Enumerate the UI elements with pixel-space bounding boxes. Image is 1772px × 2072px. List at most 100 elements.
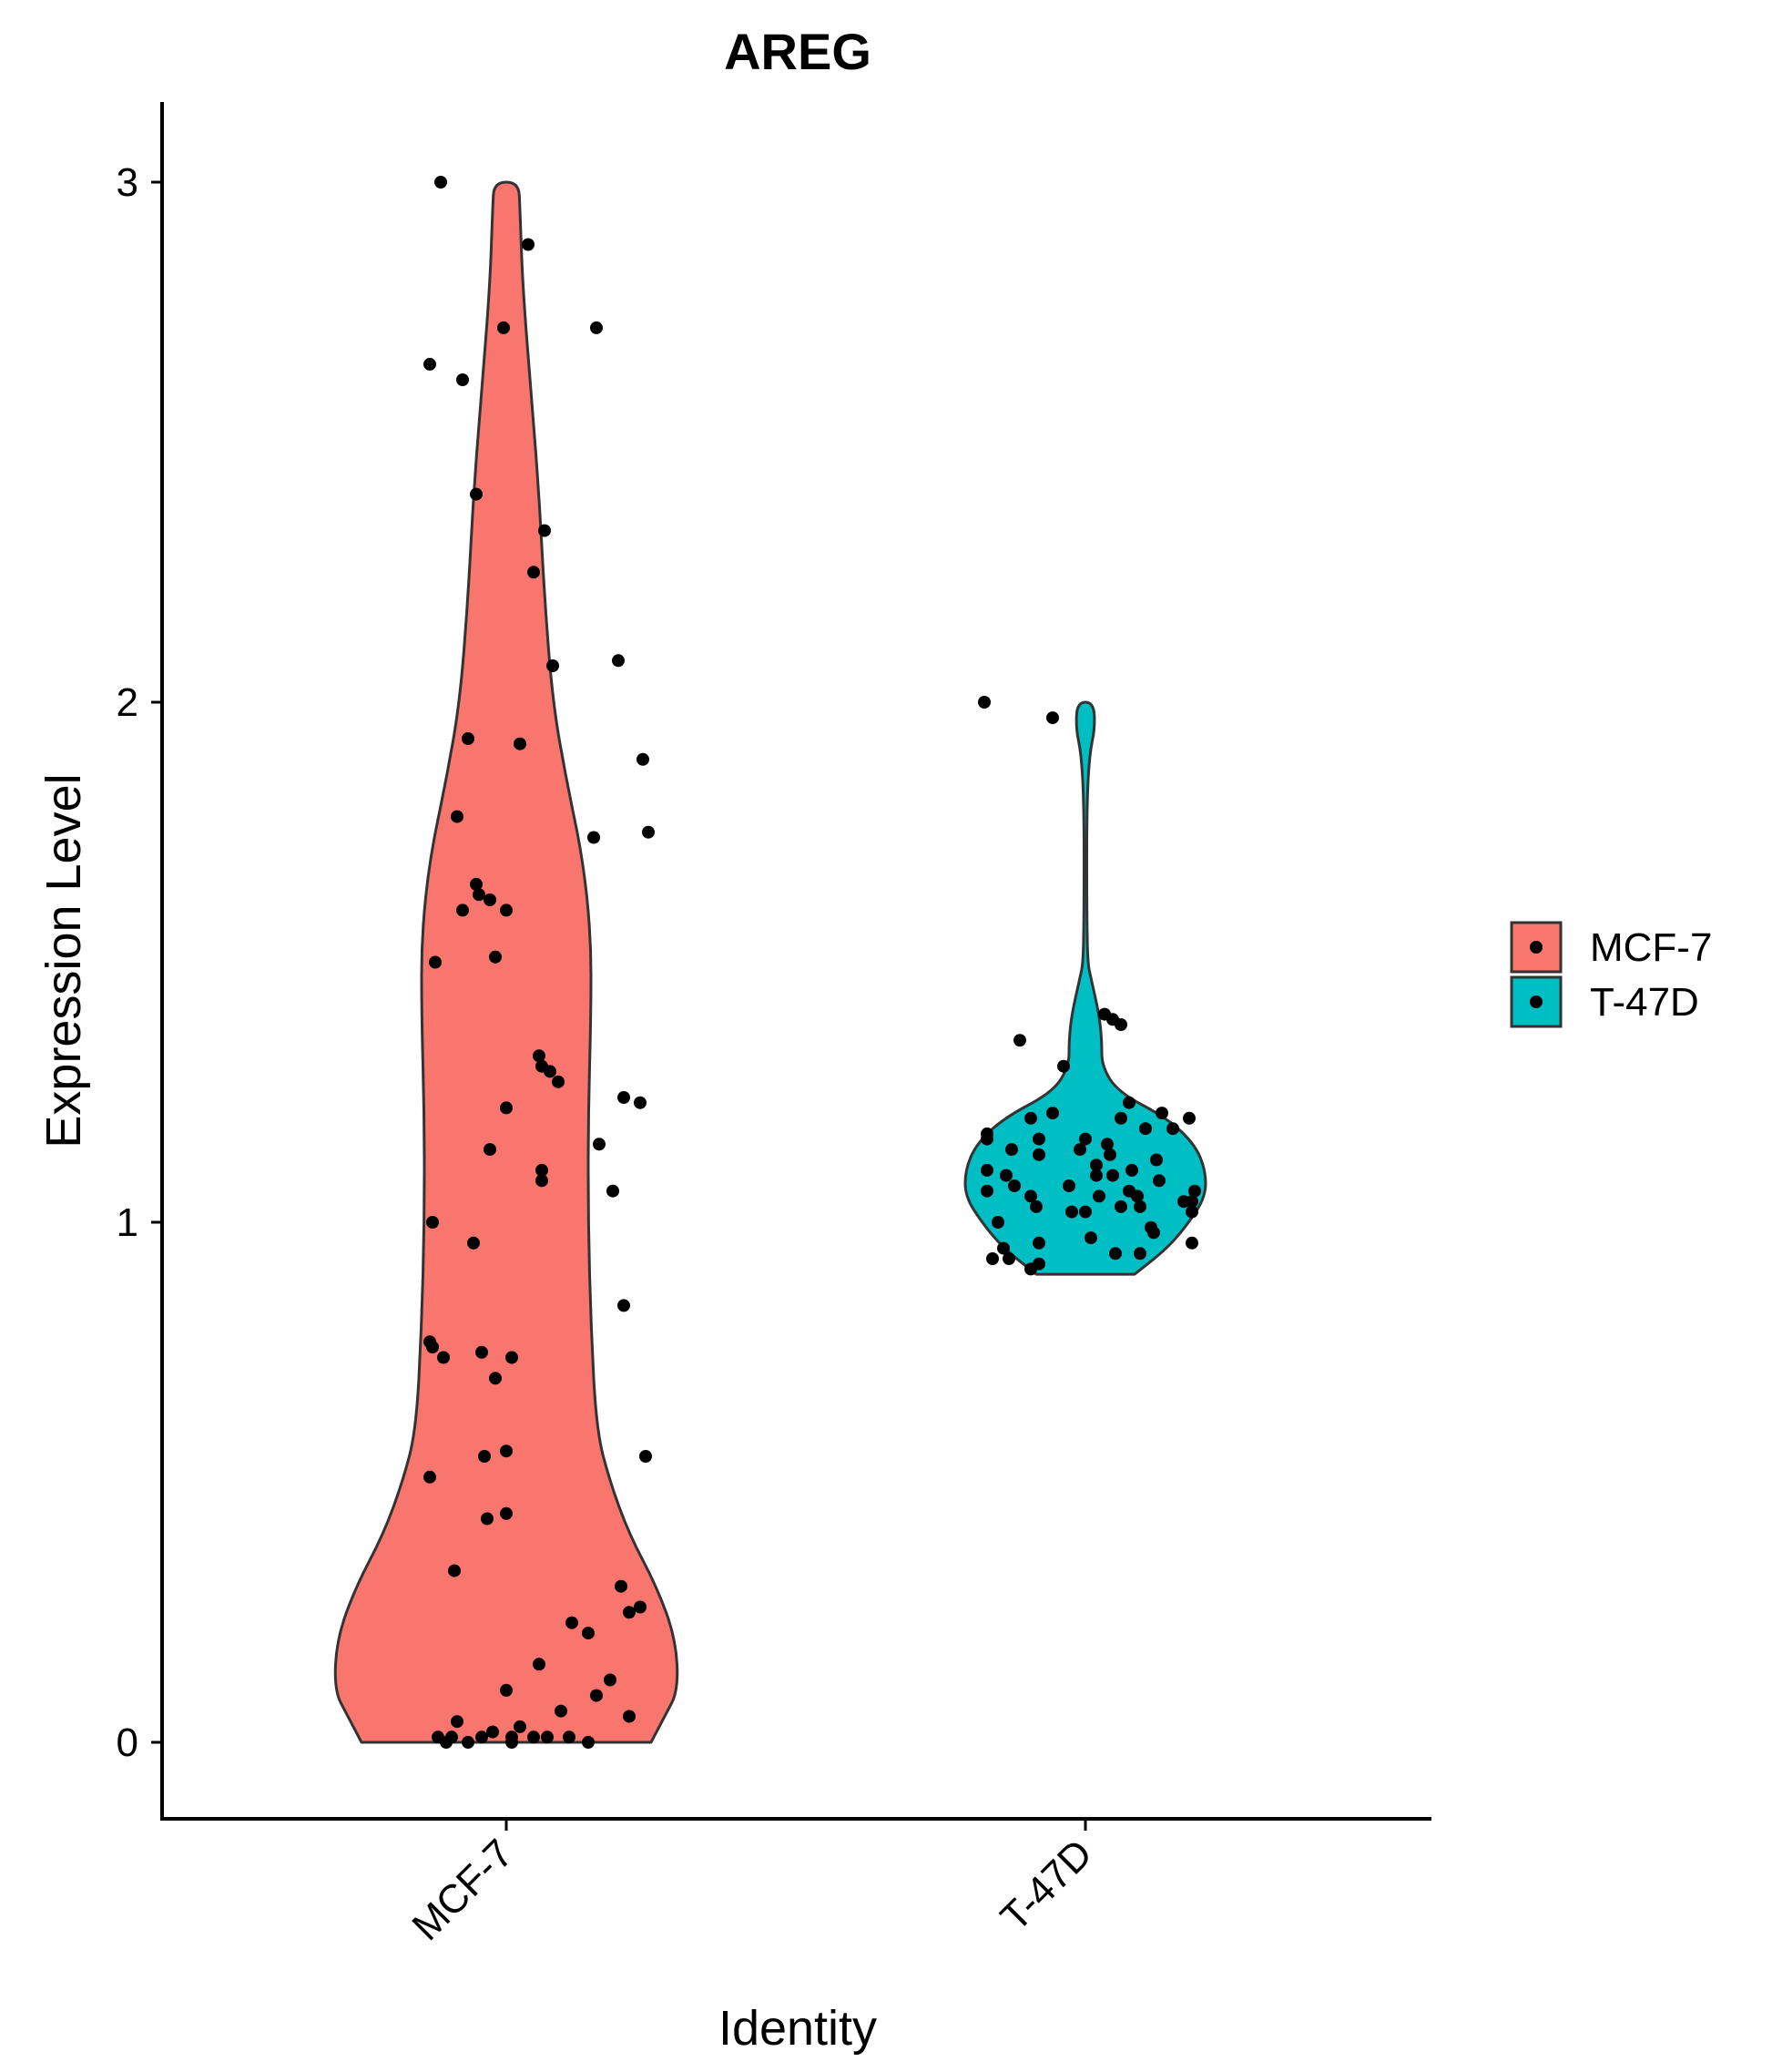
- data-point: [636, 752, 649, 766]
- data-point: [1046, 711, 1059, 725]
- data-point: [486, 1725, 499, 1739]
- data-point: [1033, 1236, 1045, 1250]
- data-point: [500, 1101, 513, 1115]
- data-point: [986, 1252, 999, 1265]
- data-point: [1090, 1158, 1103, 1172]
- data-point: [1063, 1179, 1075, 1192]
- data-point: [1123, 1096, 1136, 1109]
- data-point: [565, 1616, 578, 1629]
- data-point: [582, 1736, 595, 1749]
- data-point: [1115, 1111, 1127, 1125]
- data-point: [1186, 1236, 1198, 1250]
- data-point: [533, 1658, 545, 1671]
- data-point: [423, 1470, 436, 1484]
- data-point: [642, 825, 655, 839]
- data-point: [500, 1444, 513, 1458]
- data-point: [555, 1704, 567, 1718]
- data-point: [484, 893, 496, 906]
- data-point: [432, 1730, 444, 1744]
- data-point: [1079, 1205, 1092, 1219]
- y-axis-title: Expression Level: [36, 773, 91, 1148]
- data-point: [1013, 1034, 1026, 1047]
- data-point: [1186, 1205, 1198, 1219]
- violin-mcf-7: [333, 180, 679, 1744]
- data-point: [470, 877, 483, 891]
- data-point: [582, 1627, 595, 1640]
- data-point: [593, 1138, 606, 1151]
- data-point: [590, 1689, 603, 1702]
- x-axis-ticks: MCF-7 T-47D: [403, 1819, 1101, 1949]
- data-point: [500, 1683, 513, 1697]
- y-tick-label: 3: [117, 160, 138, 205]
- data-point: [587, 831, 600, 844]
- data-point: [1057, 1059, 1070, 1073]
- data-point: [484, 1143, 496, 1157]
- data-point: [981, 1127, 993, 1140]
- data-point: [451, 810, 463, 823]
- data-point: [1074, 1143, 1086, 1157]
- data-point: [478, 1450, 491, 1463]
- data-point: [1000, 1169, 1013, 1182]
- data-point: [1065, 1205, 1078, 1219]
- data-point: [1131, 1189, 1144, 1203]
- data-point: [1024, 1262, 1037, 1276]
- data-point: [1033, 1132, 1045, 1146]
- data-point: [1125, 1163, 1138, 1177]
- data-point: [997, 1241, 1010, 1255]
- data-point: [500, 903, 513, 917]
- data-point: [1101, 1138, 1114, 1151]
- data-point: [1005, 1143, 1018, 1157]
- data-point: [475, 1345, 488, 1359]
- chart-title: AREG: [724, 23, 871, 80]
- data-point: [505, 1730, 518, 1744]
- data-point: [1147, 1226, 1160, 1240]
- data-point: [604, 1673, 616, 1687]
- data-point: [1139, 1122, 1152, 1136]
- data-point: [981, 1163, 993, 1177]
- data-point: [1024, 1189, 1037, 1203]
- data-point: [1153, 1174, 1166, 1188]
- data-point: [1024, 1111, 1037, 1125]
- data-point: [612, 654, 625, 668]
- data-point: [981, 1184, 993, 1198]
- data-point: [533, 1049, 545, 1063]
- y-axis-ticks: 0 1 2 3: [117, 160, 162, 1765]
- data-point: [992, 1216, 1004, 1229]
- data-point: [423, 357, 436, 371]
- data-point: [617, 1299, 630, 1312]
- data-point: [445, 1730, 458, 1744]
- data-point: [606, 1184, 619, 1198]
- data-point: [426, 1216, 439, 1229]
- data-point: [535, 1174, 548, 1188]
- data-point: [467, 1236, 480, 1250]
- data-point: [462, 732, 474, 745]
- x-axis-title: Identity: [718, 2001, 877, 2056]
- data-point: [1008, 1179, 1021, 1192]
- plot-area: [333, 176, 1207, 1749]
- data-point: [1030, 1199, 1043, 1213]
- data-point: [1134, 1199, 1146, 1213]
- data-point: [1115, 1018, 1127, 1031]
- data-point: [500, 1506, 513, 1520]
- data-point: [514, 1720, 526, 1733]
- data-point: [423, 1335, 436, 1349]
- legend-label: T-47D: [1590, 980, 1699, 1025]
- data-point: [978, 696, 991, 709]
- data-point: [489, 950, 502, 964]
- data-point: [481, 1512, 494, 1526]
- data-point: [1186, 1195, 1198, 1209]
- data-point: [527, 566, 540, 579]
- data-point: [1134, 1247, 1146, 1261]
- data-point: [1166, 1122, 1179, 1136]
- data-point: [1090, 1169, 1103, 1182]
- y-tick-label: 1: [117, 1200, 138, 1245]
- data-point: [1003, 1252, 1015, 1265]
- data-point: [1115, 1199, 1127, 1213]
- data-point: [1104, 1148, 1116, 1161]
- x-tick-label: T-47D: [993, 1831, 1101, 1939]
- data-point: [1150, 1153, 1163, 1167]
- data-points: [423, 176, 1201, 1749]
- data-point: [634, 1600, 647, 1614]
- data-point: [639, 1450, 652, 1463]
- data-point: [429, 955, 442, 969]
